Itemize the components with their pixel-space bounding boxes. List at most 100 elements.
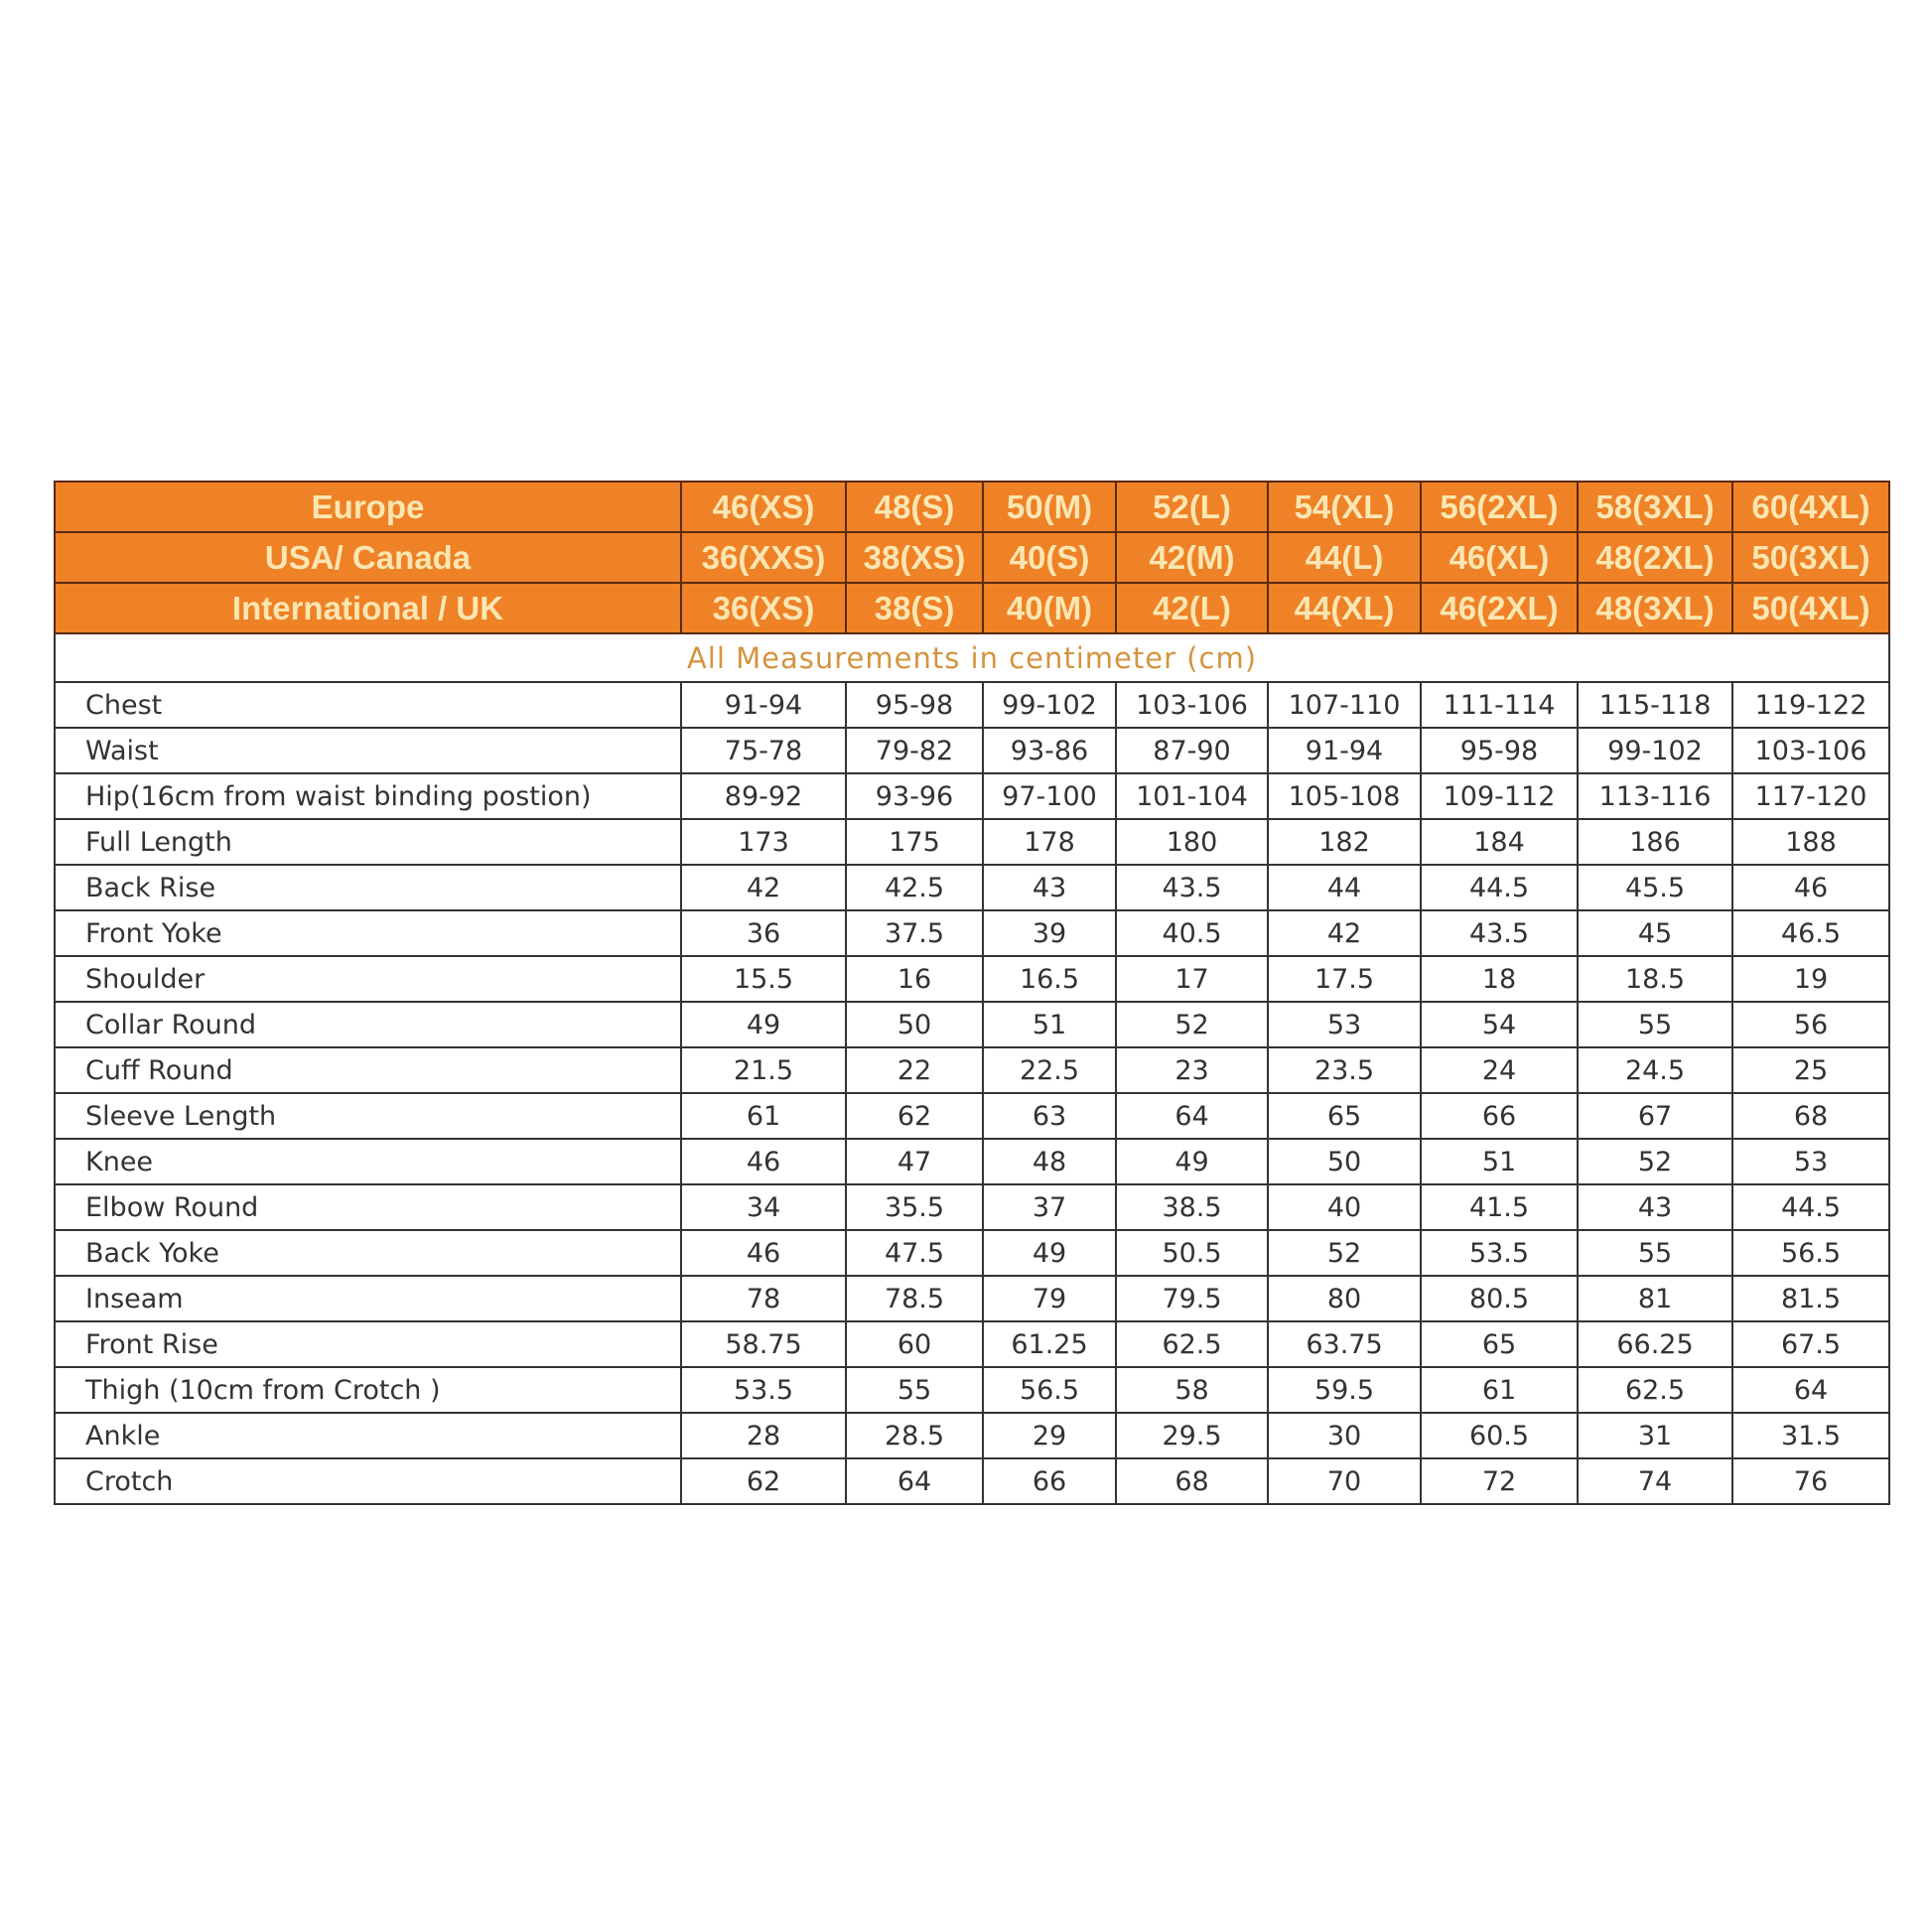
measurement-value: 23 [1115, 1046, 1269, 1094]
measurement-value: 80.5 [1420, 1275, 1579, 1322]
measurement-value: 22.5 [982, 1046, 1117, 1094]
measurement-label: Waist [54, 727, 682, 774]
measurement-value: 42.5 [845, 864, 984, 911]
measurement-value: 91-94 [1267, 727, 1422, 774]
measurement-value: 55 [1577, 1229, 1733, 1277]
measurement-value: 34 [680, 1183, 847, 1231]
table-row: Full Length 173 175 178 180 182 184 186 188 [54, 818, 1890, 866]
table-row: Elbow Round 34 35.5 37 38.5 40 41.5 43 44.5 [54, 1183, 1890, 1231]
size-header-cell: 52(L) [1115, 481, 1269, 533]
measurement-value: 67 [1577, 1092, 1733, 1140]
measurement-value: 53 [1731, 1138, 1890, 1185]
measurement-value: 53 [1267, 1001, 1422, 1048]
measurement-value: 16.5 [982, 955, 1117, 1003]
measurement-value: 62.5 [1115, 1320, 1269, 1368]
measurement-value: 49 [680, 1001, 847, 1048]
measurement-label: Hip(16cm from waist binding postion) [54, 772, 682, 820]
size-header-cell: 48(S) [845, 481, 984, 533]
size-header-cell: 42(M) [1115, 531, 1269, 584]
measurement-label: Thigh (10cm from Crotch ) [54, 1366, 682, 1414]
measurement-value: 61.25 [982, 1320, 1117, 1368]
measurement-value: 17 [1115, 955, 1269, 1003]
size-header-cell: 50(4XL) [1731, 582, 1890, 634]
measurement-value: 68 [1115, 1457, 1269, 1505]
measurement-value: 75-78 [680, 727, 847, 774]
measurement-value: 54 [1420, 1001, 1579, 1048]
measurement-label: Front Yoke [54, 909, 682, 957]
measurement-value: 111-114 [1420, 681, 1579, 729]
size-system-row: Europe 46(XS) 48(S) 50(M) 52(L) 54(XL) 56(2XL)… [54, 481, 1890, 533]
size-system-row: International / UK 36(XS) 38(S) 40(M) 42(L) 4… [54, 582, 1890, 634]
measurement-value: 44.5 [1420, 864, 1579, 911]
measurement-value: 50 [1267, 1138, 1422, 1185]
table-row: Thigh (10cm from Crotch ) 53.5 55 56.5 58 59.… [54, 1366, 1890, 1414]
measurement-value: 93-86 [982, 727, 1117, 774]
measurement-value: 42 [680, 864, 847, 911]
measurement-value: 46 [680, 1229, 847, 1277]
measurement-value: 113-116 [1577, 772, 1733, 820]
size-chart-table: Europe 46(XS) 48(S) 50(M) 52(L) 54(XL) 56(2XL)… [54, 481, 1890, 1505]
table-row: Back Rise 42 42.5 43 43.5 44 44.5 45.5 46 [54, 864, 1890, 911]
measurement-value: 28.5 [845, 1412, 984, 1459]
size-header-cell: 42(L) [1115, 582, 1269, 634]
measurement-value: 79.5 [1115, 1275, 1269, 1322]
measurement-value: 60.5 [1420, 1412, 1579, 1459]
measurement-value: 103-106 [1731, 727, 1890, 774]
measurement-value: 15.5 [680, 955, 847, 1003]
measurement-value: 76 [1731, 1457, 1890, 1505]
measurement-value: 51 [1420, 1138, 1579, 1185]
measurement-value: 18.5 [1577, 955, 1733, 1003]
measurement-value: 175 [845, 818, 984, 866]
measurement-value: 99-102 [1577, 727, 1733, 774]
measurement-value: 43 [1577, 1183, 1733, 1231]
measurement-value: 40 [1267, 1183, 1422, 1231]
measurement-label: Collar Round [54, 1001, 682, 1048]
table-row: Front Yoke 36 37.5 39 40.5 42 43.5 45 46.5 [54, 909, 1890, 957]
table-row: Sleeve Length 61 62 63 64 65 66 67 68 [54, 1092, 1890, 1140]
measurement-value: 51 [982, 1001, 1117, 1048]
measurement-value: 23.5 [1267, 1046, 1422, 1094]
measurement-value: 46.5 [1731, 909, 1890, 957]
measurement-label: Full Length [54, 818, 682, 866]
measurement-label: Elbow Round [54, 1183, 682, 1231]
measurement-value: 95-98 [1420, 727, 1579, 774]
measurement-value: 81 [1577, 1275, 1733, 1322]
measurement-value: 182 [1267, 818, 1422, 866]
measurement-value: 48 [982, 1138, 1117, 1185]
measurement-value: 55 [845, 1366, 984, 1414]
measurement-label: Chest [54, 681, 682, 729]
measurement-value: 66 [982, 1457, 1117, 1505]
measurement-value: 87-90 [1115, 727, 1269, 774]
measurement-value: 35.5 [845, 1183, 984, 1231]
size-header-cell: 60(4XL) [1731, 481, 1890, 533]
table-row: Hip(16cm from waist binding postion) 89-9… [54, 772, 1890, 820]
measurement-label: Front Rise [54, 1320, 682, 1368]
table-row: Front Rise 58.75 60 61.25 62.5 63.75 65 66.25 67… [54, 1320, 1890, 1368]
table-row: Back Yoke 46 47.5 49 50.5 52 53.5 55 56.5 [54, 1229, 1890, 1277]
measurement-value: 115-118 [1577, 681, 1733, 729]
measurement-value: 43.5 [1115, 864, 1269, 911]
measurement-value: 184 [1420, 818, 1579, 866]
measurement-value: 79-82 [845, 727, 984, 774]
measurement-label: Ankle [54, 1412, 682, 1459]
units-note: All Measurements in centimeter (cm) [54, 632, 1890, 683]
measurement-value: 40.5 [1115, 909, 1269, 957]
table-row: Shoulder 15.5 16 16.5 17 17.5 18 18.5 19 [54, 955, 1890, 1003]
measurement-value: 66.25 [1577, 1320, 1733, 1368]
measurement-value: 99-102 [982, 681, 1117, 729]
measurement-value: 64 [1731, 1366, 1890, 1414]
measurement-value: 17.5 [1267, 955, 1422, 1003]
measurement-value: 24.5 [1577, 1046, 1733, 1094]
measurement-value: 29.5 [1115, 1412, 1269, 1459]
measurement-value: 65 [1267, 1092, 1422, 1140]
measurement-value: 38.5 [1115, 1183, 1269, 1231]
size-system-row: USA/ Canada 36(XXS) 38(XS) 40(S) 42(M) 44(L) 4… [54, 531, 1890, 584]
measurement-value: 173 [680, 818, 847, 866]
size-header-cell: 38(XS) [845, 531, 984, 584]
measurement-value: 62.5 [1577, 1366, 1733, 1414]
measurement-label: Back Rise [54, 864, 682, 911]
size-header-cell: 38(S) [845, 582, 984, 634]
measurement-value: 41.5 [1420, 1183, 1579, 1231]
measurement-label: Inseam [54, 1275, 682, 1322]
measurement-value: 180 [1115, 818, 1269, 866]
